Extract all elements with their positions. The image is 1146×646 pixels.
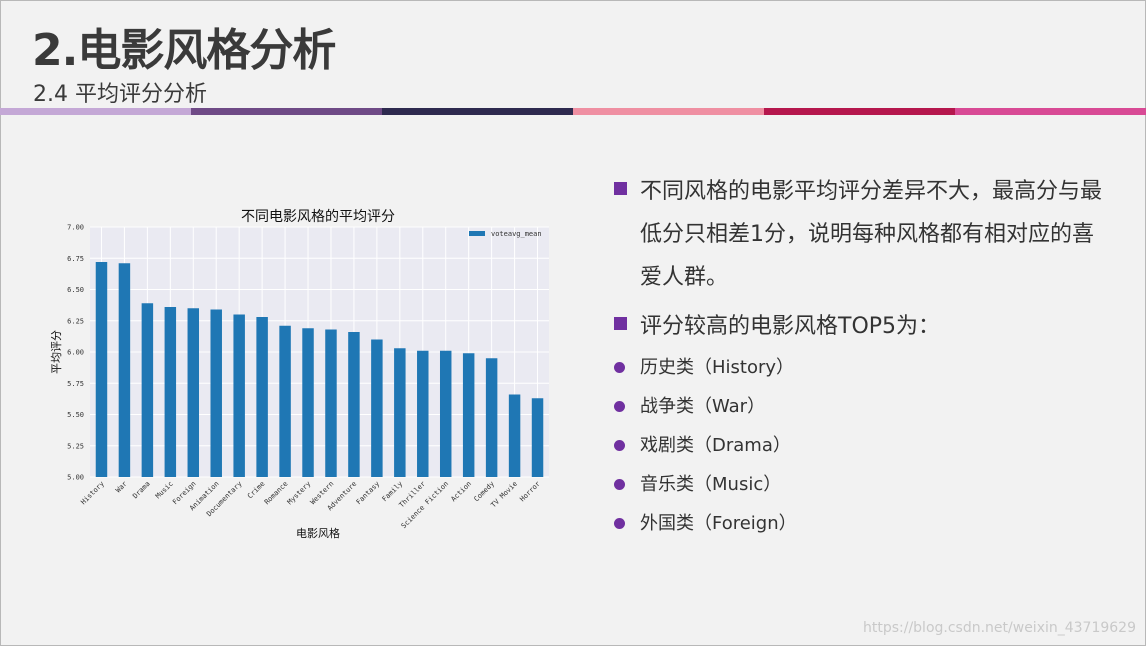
bullet-sub-text: 戏剧类（Drama） <box>640 435 791 456</box>
x-tick-label: War <box>114 480 129 495</box>
bar <box>371 339 383 477</box>
y-axis-label: 平均评分 <box>50 330 63 374</box>
bar <box>302 328 314 477</box>
bullet-sub: 战争类（War） <box>614 387 1114 426</box>
color-band-segment <box>764 108 955 115</box>
circle-bullet-icon <box>614 518 625 529</box>
bar <box>95 262 108 477</box>
bar <box>348 332 360 477</box>
x-axis-label: 电影风格 <box>296 526 340 540</box>
y-tick-label: 5.25 <box>67 442 84 450</box>
y-tick-label: 5.75 <box>67 380 84 388</box>
bar <box>187 308 200 477</box>
bullet-main: 不同风格的电影平均评分差异不大，最高分与最低分只相差1分，说明每种风格都有相对应… <box>614 170 1114 299</box>
legend-swatch <box>469 231 485 236</box>
x-tick-label: Drama <box>131 480 152 501</box>
legend-label: voteavg_mean <box>491 230 542 238</box>
bar <box>164 307 177 477</box>
y-tick-label: 6.00 <box>67 349 84 357</box>
x-tick-label: Mystery <box>286 480 313 507</box>
bullet-list: 不同风格的电影平均评分差异不大，最高分与最低分只相差1分，说明每种风格都有相对应… <box>614 170 1114 543</box>
square-bullet-icon <box>614 317 627 330</box>
bar <box>394 348 406 477</box>
bullet-sub: 外国类（Foreign） <box>614 504 1114 543</box>
y-tick-label: 6.75 <box>67 255 84 263</box>
plot-area: 5.00 5.25 5.50 5.75 6.00 6.25 6.50 6.75 7.00 Hist… <box>67 224 549 530</box>
slide-title: 2.电影风格分析 <box>32 25 336 76</box>
bar-chart: 不同电影风格的平均评分 5.00 5.25 5.50 5.75 6.00 6.25 6.50… <box>40 200 560 550</box>
bar <box>118 263 131 477</box>
bullet-sub-text: 历史类（History） <box>640 357 795 378</box>
watermark: https://blog.csdn.net/weixin_43719629 <box>862 620 1136 636</box>
bullet-text: 不同风格的电影平均评分差异不大，最高分与最低分只相差1分，说明每种风格都有相对应… <box>640 179 1103 290</box>
color-band-segment <box>191 108 382 115</box>
color-band-segment <box>382 108 573 115</box>
bar <box>141 303 154 477</box>
x-tick-label: Music <box>154 480 175 501</box>
bullet-sub: 历史类（History） <box>614 348 1114 387</box>
x-tick-label: Fantasy <box>355 480 382 507</box>
bar-chart-svg: 不同电影风格的平均评分 5.00 5.25 5.50 5.75 6.00 6.25 6.50… <box>50 209 549 540</box>
y-tick-label: 6.25 <box>67 317 84 325</box>
bar <box>256 317 268 477</box>
y-tick-label: 6.50 <box>67 286 84 294</box>
slide-subtitle: 2.4 平均评分分析 <box>33 82 207 107</box>
circle-bullet-icon <box>614 440 625 451</box>
color-band-segment <box>573 108 764 115</box>
square-bullet-icon <box>614 182 627 195</box>
bar <box>417 350 429 477</box>
x-tick-label: Horror <box>518 480 542 504</box>
bar <box>279 325 291 477</box>
bar <box>439 350 452 477</box>
x-tick-label: History <box>79 480 106 507</box>
color-band-segment <box>0 108 191 115</box>
bar <box>531 398 544 477</box>
bar <box>485 358 498 477</box>
y-tick-label: 7.00 <box>67 224 84 232</box>
bullet-sub: 戏剧类（Drama） <box>614 426 1114 465</box>
circle-bullet-icon <box>614 479 625 490</box>
bullet-sub-text: 战争类（War） <box>640 396 766 417</box>
circle-bullet-icon <box>614 362 625 373</box>
x-tick-label: Crime <box>246 480 267 501</box>
bullet-sub-text: 外国类（Foreign） <box>640 513 797 534</box>
bullet-sub: 音乐类（Music） <box>614 465 1114 504</box>
chart-title: 不同电影风格的平均评分 <box>241 209 395 225</box>
bar <box>325 329 337 477</box>
bar <box>210 309 222 477</box>
x-tick-label: Romance <box>263 480 290 507</box>
bullet-main: 评分较高的电影风格TOP5为： <box>614 305 1114 348</box>
bar <box>462 353 475 477</box>
color-band-segment <box>955 108 1146 115</box>
x-tick-label: Action <box>450 480 474 504</box>
bar <box>233 314 245 477</box>
y-tick-label: 5.50 <box>67 411 84 419</box>
bullet-text: 评分较高的电影风格TOP5为： <box>640 314 941 339</box>
y-tick-label: 5.00 <box>67 474 84 482</box>
circle-bullet-icon <box>614 401 625 412</box>
bullet-sub-text: 音乐类（Music） <box>640 474 782 495</box>
bar <box>508 394 521 477</box>
